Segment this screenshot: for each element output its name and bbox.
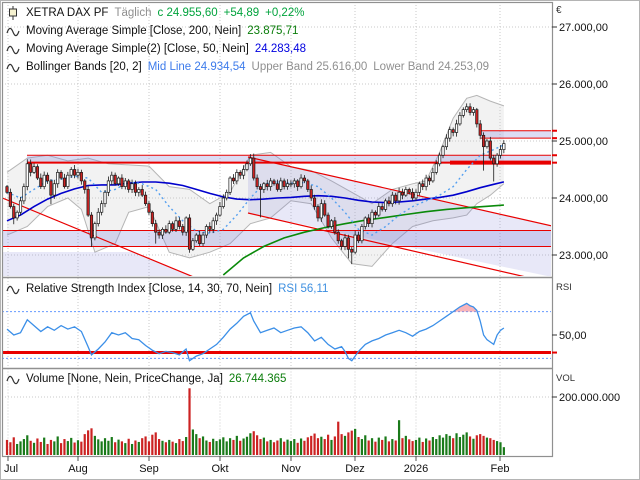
ma200-value: 23.875,71 xyxy=(247,25,299,37)
legend-row-rsi[interactable]: Relative Strength Index [Close, 14, 30, … xyxy=(6,281,328,297)
volume-name: Volume [None, Nein, PriceChange, Ja] xyxy=(26,373,223,385)
rsi-axis-label: 50,00 xyxy=(559,330,587,342)
price-band xyxy=(481,130,551,139)
time-axis: Jul Aug Sep Okt Nov Dez 2026 Feb xyxy=(4,456,509,475)
trend-line xyxy=(3,197,193,276)
trend-line xyxy=(247,156,551,227)
indicator-wave-icon xyxy=(6,42,20,56)
rsi-overbought-fill xyxy=(453,303,478,312)
price-band xyxy=(3,230,551,247)
month-label: Jul xyxy=(4,463,18,475)
volume-bars xyxy=(5,388,505,455)
instrument-title: XETRA DAX PF xyxy=(26,7,109,19)
ma50-name: Moving Average Simple(2) [Close, 50, Nei… xyxy=(26,43,249,55)
price-change: +54,89 xyxy=(223,7,260,19)
rsi-value: RSI 56,11 xyxy=(278,283,329,295)
bollinger-name: Bollinger Bands [20, 2] xyxy=(26,61,142,73)
indicator-wave-icon xyxy=(6,282,20,296)
month-label: Nov xyxy=(281,463,301,475)
period-label: Täglich xyxy=(114,7,152,19)
vol-axis-label: 200.000.000 xyxy=(559,392,620,404)
bollinger-upper-value: Upper Band 25.616,00 xyxy=(251,61,368,73)
candlestick-icon xyxy=(6,6,20,20)
trend-channel-fill xyxy=(3,252,192,276)
last-price: c 24.955,60 xyxy=(157,7,218,19)
trend-line xyxy=(247,212,525,276)
price-axis-label: 27.000,00 xyxy=(559,22,608,34)
bollinger-lower-value: Lower Band 24.253,09 xyxy=(373,61,490,73)
ma50-value: 24.283,48 xyxy=(254,43,307,55)
month-label: Aug xyxy=(68,463,88,475)
bollinger-area xyxy=(7,95,504,267)
ma200-name: Moving Average Simple [Close, 200, Nein] xyxy=(26,25,242,37)
legend-row-instrument[interactable]: XETRA DAX PF Täglich c 24.955,60 +54,89 … xyxy=(6,5,304,21)
price-axis-label: 26.000,00 xyxy=(559,79,608,91)
month-label: Sep xyxy=(139,463,159,475)
rsi-name: Relative Strength Index [Close, 14, 30, … xyxy=(26,283,273,295)
rsi-axis-title: RSI xyxy=(556,282,572,293)
legend-row-ma200[interactable]: Moving Average Simple [Close, 200, Nein]… xyxy=(6,23,298,39)
price-axis-label: 23.000,00 xyxy=(559,250,608,262)
indicator-wave-icon xyxy=(6,60,20,74)
rsi-line xyxy=(6,302,505,362)
rsi-panel xyxy=(3,302,551,362)
right-axis: €27.000,00 26.000,00 25.000,00 24.000,00 23.… xyxy=(552,5,620,404)
month-label: Okt xyxy=(211,463,228,475)
price-band xyxy=(27,155,551,163)
legend-row-ma50[interactable]: Moving Average Simple(2) [Close, 50, Nei… xyxy=(6,41,306,57)
month-label: Feb xyxy=(491,463,510,475)
month-label: 2026 xyxy=(404,463,428,475)
legend-row-volume[interactable]: Volume [None, Nein, PriceChange, Ja] 26.… xyxy=(6,371,286,387)
vol-axis-title: VOL xyxy=(556,373,575,384)
indicator-wave-icon xyxy=(6,24,20,38)
legend-row-bollinger[interactable]: Bollinger Bands [20, 2] Mid Line 24.934,… xyxy=(6,59,489,75)
price-axis-label: 25.000,00 xyxy=(559,136,608,148)
price-axis-label: 24.000,00 xyxy=(559,193,608,205)
volume-value: 26.744.365 xyxy=(228,373,287,385)
candles xyxy=(5,103,506,265)
currency-label: € xyxy=(556,5,562,16)
bollinger-mid-value: Mid Line 24.934,54 xyxy=(147,61,246,73)
price-change-pct: +0,22% xyxy=(265,7,305,19)
indicator-wave-icon xyxy=(6,372,20,386)
month-label: Dez xyxy=(345,463,365,475)
bollinger-mid-line xyxy=(6,144,505,236)
main-panel xyxy=(3,94,551,276)
ma50-line xyxy=(6,181,505,222)
